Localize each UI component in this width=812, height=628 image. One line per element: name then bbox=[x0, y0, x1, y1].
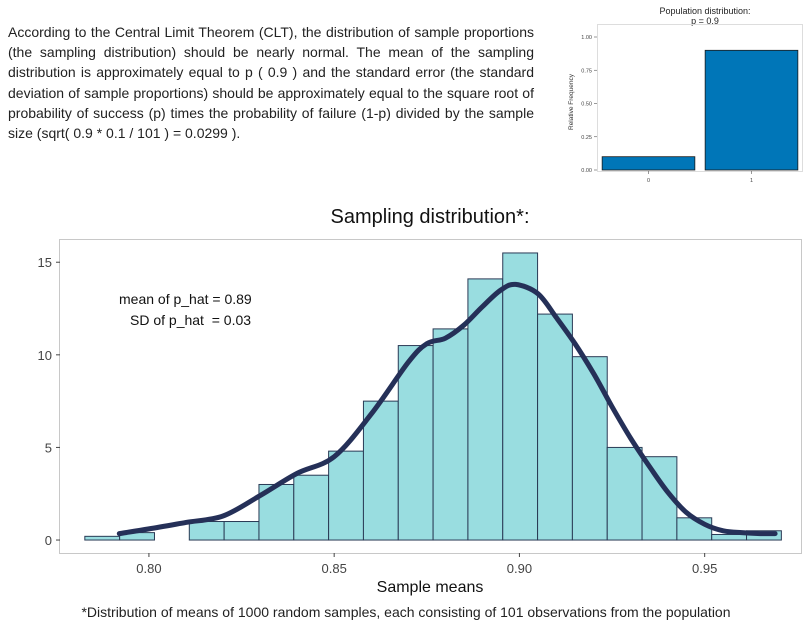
x-tick-label: 0.90 bbox=[507, 561, 532, 576]
histogram-bar bbox=[328, 450, 364, 541]
histogram-bar bbox=[432, 328, 469, 541]
population-title-line-2: p = 0.9 bbox=[691, 16, 719, 26]
population-bars bbox=[601, 49, 799, 171]
population-y-tick-label: 0.00 bbox=[581, 168, 592, 174]
histogram-bar bbox=[537, 313, 573, 541]
population-panel-border bbox=[597, 24, 803, 172]
population-y-tick-label: 0.75 bbox=[581, 68, 592, 74]
histogram-bar bbox=[258, 483, 295, 541]
sampling-chart-title: Sampling distribution*: bbox=[330, 206, 530, 228]
annotation-mean: mean of p_hat = 0.89 bbox=[119, 291, 252, 307]
plot-panel-border bbox=[59, 239, 802, 554]
histogram-bar bbox=[362, 400, 399, 541]
y-tick-label: 15 bbox=[38, 255, 52, 270]
population-title-line-1: Population distribution: bbox=[659, 6, 751, 16]
y-tick-label: 5 bbox=[45, 440, 52, 455]
population-chart: 0.00 0.25 0.50 0.75 1.00 0 1 Relative Frequenc… bbox=[568, 24, 803, 184]
histogram-bar bbox=[84, 535, 121, 541]
x-tick-label: 0.95 bbox=[692, 561, 717, 576]
figure-caption: *Distribution of means of 1000 random sa… bbox=[81, 604, 731, 620]
population-bar bbox=[601, 156, 696, 171]
intro-paragraph: According to the Central Limit Theorem (… bbox=[8, 24, 534, 142]
y-tick-label: 0 bbox=[45, 533, 52, 548]
population-x-tick-label: 0 bbox=[647, 178, 650, 184]
population-chart-title: Population distribution: p = 0.9 bbox=[600, 6, 810, 26]
density-curve bbox=[116, 281, 778, 537]
histogram-bars bbox=[84, 252, 782, 541]
population-axes: 0.00 0.25 0.50 0.75 1.00 0 1 bbox=[581, 24, 803, 184]
x-tick-label: 0.85 bbox=[322, 561, 347, 576]
histogram-bar bbox=[223, 521, 260, 541]
histogram-bar bbox=[606, 446, 643, 541]
population-y-tick-label: 1.00 bbox=[581, 35, 592, 41]
x-tick-label: 0.80 bbox=[136, 561, 161, 576]
x-axis-label: Sample means bbox=[377, 579, 484, 596]
population-bar bbox=[704, 49, 799, 171]
sampling-distribution-chart: 0 5 10 15 0.80 0.85 0.90 0.95 mean of p_hat = 0… bbox=[38, 239, 802, 596]
histogram-bar bbox=[711, 533, 748, 541]
histogram-bar bbox=[397, 345, 434, 541]
population-y-tick-label: 0.50 bbox=[581, 102, 592, 108]
y-tick-label: 10 bbox=[38, 348, 52, 363]
sampling-axes: 0 5 10 15 0.80 0.85 0.90 0.95 bbox=[38, 255, 718, 576]
histogram-bar bbox=[467, 278, 504, 541]
annotation-sd: SD of p_hat = 0.03 bbox=[130, 312, 251, 328]
population-y-tick-label: 0.25 bbox=[581, 135, 592, 141]
histogram-bar bbox=[188, 521, 225, 541]
population-x-tick-label: 1 bbox=[750, 178, 753, 184]
population-y-axis-label: Relative Frequency bbox=[568, 73, 575, 130]
histogram-bar bbox=[293, 474, 330, 541]
histogram-bar bbox=[502, 252, 539, 541]
